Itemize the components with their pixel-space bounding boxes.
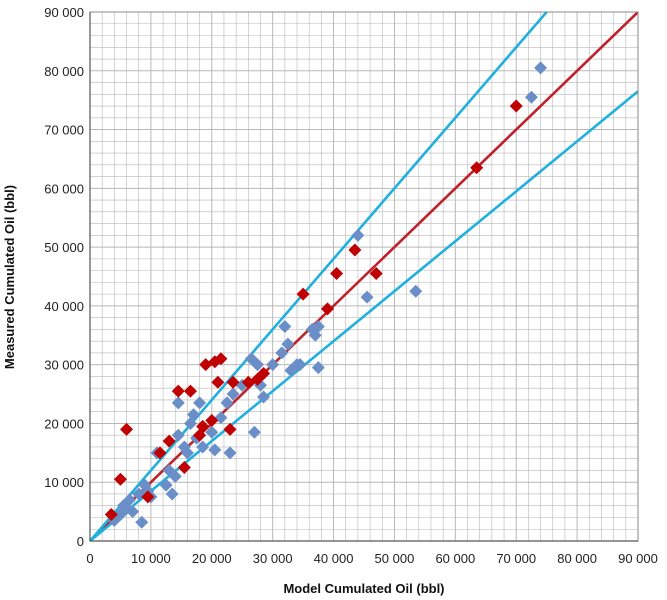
data-point-blue bbox=[165, 487, 179, 501]
plot-frame bbox=[89, 11, 639, 542]
data-point-red bbox=[141, 490, 155, 504]
data-point-red bbox=[113, 472, 127, 486]
data-point-blue bbox=[123, 493, 137, 507]
x-tick-label: 40 000 bbox=[314, 551, 354, 566]
y-axis-ticks: 0 10 000 20 000 30 000 40 000 50 000 60 000 70 … bbox=[44, 5, 84, 549]
y-axis-title: Measured Cumulated Oil (bbl) bbox=[2, 185, 17, 369]
data-point-blue bbox=[126, 505, 140, 519]
data-point-blue bbox=[247, 425, 261, 439]
y-tick-label: 30 000 bbox=[44, 358, 84, 373]
data-point-blue bbox=[220, 396, 234, 410]
x-tick-label: 90 000 bbox=[618, 551, 658, 566]
x-axis-title: Model Cumulated Oil (bbl) bbox=[283, 581, 444, 596]
y-tick-label: 80 000 bbox=[44, 64, 84, 79]
data-point-red bbox=[162, 434, 176, 448]
data-point-blue bbox=[250, 358, 264, 372]
x-tick-label: 60 000 bbox=[435, 551, 475, 566]
data-point-red bbox=[153, 446, 167, 460]
data-point-blue bbox=[534, 61, 548, 75]
x-tick-label: 50 000 bbox=[375, 551, 415, 566]
data-point-blue bbox=[360, 290, 374, 304]
data-point-blue bbox=[193, 396, 207, 410]
x-tick-label: 70 000 bbox=[496, 551, 536, 566]
data-point-blue bbox=[351, 228, 365, 242]
y-tick-label: 40 000 bbox=[44, 299, 84, 314]
data-point-blue bbox=[159, 478, 173, 492]
y-tick-label: 20 000 bbox=[44, 416, 84, 431]
data-point-blue bbox=[196, 440, 210, 454]
data-point-red bbox=[320, 302, 334, 316]
data-point-red bbox=[470, 161, 484, 175]
data-point-blue bbox=[278, 319, 292, 333]
data-point-blue bbox=[226, 387, 240, 401]
data-point-red bbox=[104, 508, 118, 522]
x-tick-label: 10 000 bbox=[131, 551, 171, 566]
data-point-red bbox=[369, 267, 383, 281]
bound-line bbox=[89, 11, 548, 542]
data-point-blue bbox=[171, 396, 185, 410]
data-point-red bbox=[214, 352, 228, 366]
data-point-red bbox=[509, 99, 523, 113]
data-point-blue bbox=[120, 502, 134, 516]
data-point-red bbox=[348, 243, 362, 257]
data-point-blue bbox=[187, 408, 201, 422]
data-point-blue bbox=[180, 446, 194, 460]
data-point-red bbox=[120, 422, 134, 436]
y-tick-label: 10 000 bbox=[44, 475, 84, 490]
data-point-blue bbox=[171, 428, 185, 442]
data-point-blue bbox=[281, 337, 295, 351]
x-tick-label: 20 000 bbox=[192, 551, 232, 566]
data-points bbox=[104, 61, 548, 529]
parity-line bbox=[89, 11, 639, 542]
data-point-red bbox=[183, 384, 197, 398]
y-tick-label: 60 000 bbox=[44, 181, 84, 196]
data-point-blue bbox=[135, 515, 149, 529]
data-point-blue bbox=[223, 446, 237, 460]
data-point-blue bbox=[311, 319, 325, 333]
x-tick-label: 80 000 bbox=[557, 551, 597, 566]
x-tick-label: 30 000 bbox=[253, 551, 293, 566]
data-point-blue bbox=[266, 358, 280, 372]
y-tick-label: 70 000 bbox=[44, 123, 84, 138]
x-tick-label: 0 bbox=[86, 551, 93, 566]
data-point-red bbox=[171, 384, 185, 398]
data-point-red bbox=[330, 267, 344, 281]
data-point-red bbox=[196, 419, 210, 433]
x-axis-ticks: 0 10 000 20 000 30 000 40 000 50 000 60 000 70 … bbox=[86, 551, 658, 566]
data-point-red bbox=[223, 422, 237, 436]
data-point-blue bbox=[409, 284, 423, 298]
data-point-blue bbox=[311, 361, 325, 375]
data-point-red bbox=[211, 375, 225, 389]
data-point-blue bbox=[275, 346, 289, 360]
y-tick-label: 50 000 bbox=[44, 240, 84, 255]
data-point-blue bbox=[257, 390, 271, 404]
data-point-blue bbox=[205, 425, 219, 439]
data-point-blue bbox=[168, 469, 182, 483]
data-point-blue bbox=[293, 358, 307, 372]
grid bbox=[90, 12, 638, 541]
reference-lines bbox=[89, 11, 639, 543]
data-point-blue bbox=[524, 90, 538, 104]
data-point-red bbox=[226, 375, 240, 389]
data-point-red bbox=[257, 366, 271, 380]
data-point-red bbox=[296, 287, 310, 301]
data-point-red bbox=[177, 461, 191, 475]
y-tick-label: 0 bbox=[77, 534, 84, 549]
data-point-blue bbox=[208, 443, 222, 457]
data-point-red bbox=[205, 414, 219, 428]
y-tick-label: 90 000 bbox=[44, 5, 84, 20]
